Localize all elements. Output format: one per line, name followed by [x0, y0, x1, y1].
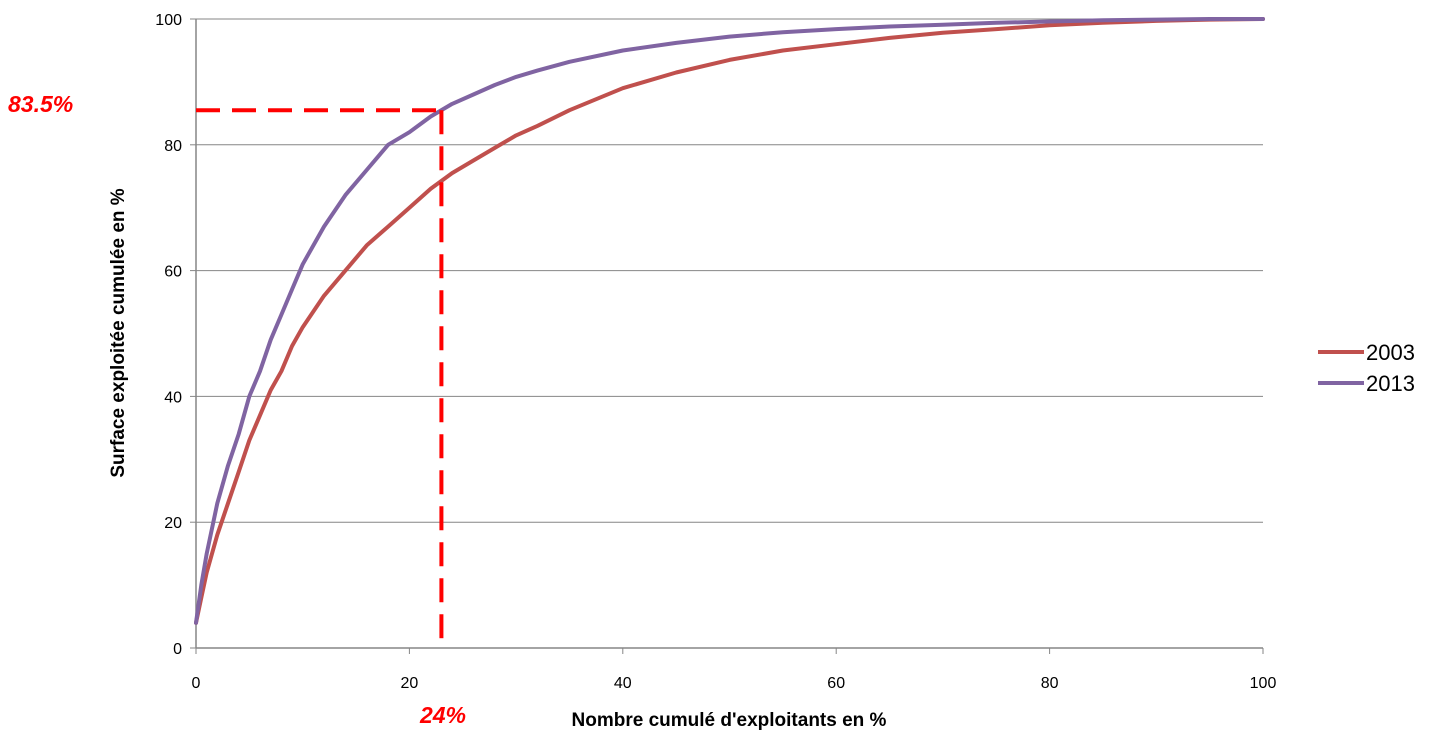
series-line-2013 — [194, 17, 1265, 625]
x-axis-title: Nombre cumulé d'exploitants en % — [572, 710, 887, 731]
tick-marks — [190, 18, 1264, 654]
y-tick-label: 100 — [155, 12, 182, 29]
x-tick-label: 60 — [827, 675, 845, 692]
legend-label-2013: 2013 — [1366, 371, 1415, 396]
y-tick-label: 20 — [164, 515, 182, 532]
x-tick-label: 40 — [614, 675, 632, 692]
y-tick-label: 0 — [173, 641, 182, 658]
x-tick-label: 80 — [1041, 675, 1059, 692]
annotation-x-label: 24% — [419, 702, 466, 728]
y-tick-label: 40 — [164, 389, 182, 406]
x-tick-label: 100 — [1250, 675, 1277, 692]
x-tick-label: 20 — [401, 675, 419, 692]
y-tick-label: 60 — [164, 264, 182, 281]
x-tick-label: 0 — [192, 675, 201, 692]
gridlines — [196, 18, 1263, 523]
series-lines — [194, 17, 1265, 625]
annotation-y-label: 83.5% — [8, 91, 73, 117]
x-tick-labels: 0 20 40 60 80 100 — [192, 675, 1277, 692]
legend: 2003 2013 — [1318, 340, 1415, 396]
series-line-2003 — [194, 17, 1265, 625]
y-tick-label: 80 — [164, 138, 182, 155]
y-axis-title: Surface exploitée cumulée en % — [108, 188, 129, 477]
annotation-guides — [196, 108, 444, 648]
y-tick-labels: 0 20 40 60 80 100 — [155, 12, 182, 658]
legend-label-2003: 2003 — [1366, 340, 1415, 365]
